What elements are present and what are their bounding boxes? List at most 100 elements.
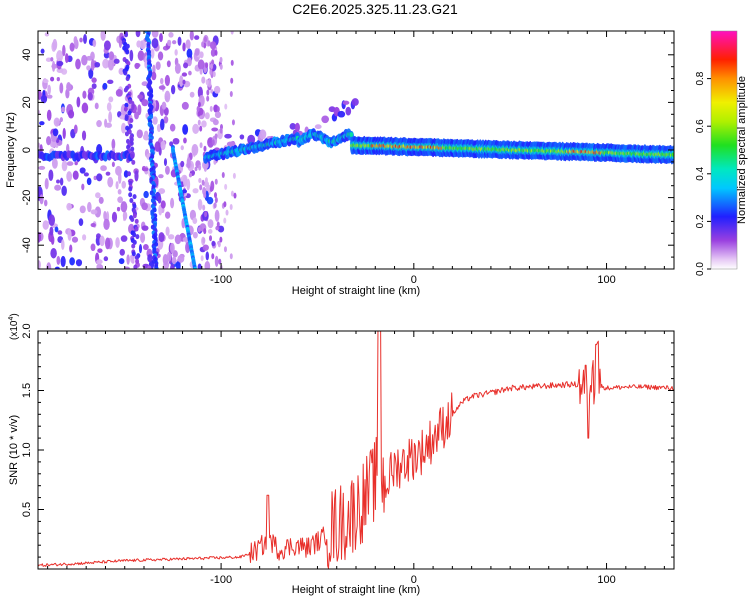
spectrogram-speckle (182, 175, 188, 188)
spectrogram-speckle (163, 116, 169, 124)
spectrogram-speckle (230, 59, 234, 66)
spectrogram-speckle (96, 173, 103, 182)
spectrogram-speckle (46, 136, 52, 146)
spectrogram-speckle (123, 266, 131, 269)
spectrogram-speckle (204, 177, 208, 184)
spectrogram-speckle (199, 68, 203, 75)
spectrogram-speckle (136, 40, 142, 48)
spectrogram-speckle (50, 57, 54, 62)
spectrogram-speckle (170, 263, 175, 269)
spectrogram-speckle (209, 63, 213, 70)
spectrogram-speckle (111, 161, 115, 168)
spectrogram-speckle (168, 31, 174, 38)
spectrogram-speckle (189, 91, 195, 98)
spectrogram-speckle (57, 230, 63, 235)
spectrogram-speckle (203, 165, 207, 172)
spectrogram-speckle (120, 235, 128, 242)
spectrogram-speckle (152, 64, 156, 74)
spectrogram-speckle (119, 115, 126, 120)
spectrogram-speckle (90, 222, 96, 228)
spectrogram-speckle (225, 209, 229, 216)
spectrogram-speckle (44, 177, 49, 190)
spectrogram-speckle (164, 74, 171, 87)
spectrogram-speckle (221, 172, 225, 179)
spectrogram-speckle (51, 158, 58, 169)
spectrogram-speckle (203, 145, 207, 152)
spectrogram-speckle (230, 77, 234, 84)
spectrogram-speckle (199, 142, 203, 149)
spectrogram-speckle (165, 226, 170, 236)
spectrogram-speckle (113, 58, 120, 64)
spectrogram-speckle (49, 226, 54, 236)
spectrogram-halo (259, 129, 267, 140)
spectrogram-streak (135, 234, 140, 240)
snr-series-line (38, 331, 674, 569)
spectrogram-speckle (188, 70, 192, 76)
spectrogram-speckle (38, 260, 41, 269)
spectrogram-speckle (211, 127, 219, 132)
spectrogram-speckle (151, 71, 157, 81)
spectrogram-speckle (52, 38, 58, 51)
spectrogram-streak (132, 239, 137, 245)
spectrogram-speckle (42, 220, 49, 230)
spectrogram-speckle (142, 244, 149, 251)
spectrogram-speckle (135, 31, 141, 38)
spectrogram-speckle (160, 140, 166, 151)
spectrogram-speckle (106, 102, 112, 112)
spectrogram-speckle (207, 138, 213, 143)
spectrogram-streak (135, 258, 140, 264)
spectrogram-speckle (87, 201, 92, 213)
spectrogram-speckle (192, 188, 199, 194)
spectrogram-speckle (111, 211, 118, 223)
spectrogram-speckle (105, 122, 112, 128)
spectrogram-speckle (81, 102, 89, 114)
spectrogram-xtick-label: -100 (210, 274, 232, 286)
spectrogram-ylabel: Frequency (Hz) (5, 112, 17, 188)
snr-ylabel: SNR (10 * v/v) (8, 415, 20, 485)
spectrogram-speckle (120, 201, 128, 213)
spectrogram-ytick-label: -40 (21, 237, 33, 253)
spectrogram-speckle (158, 232, 165, 243)
spectrogram-speckle (116, 206, 121, 212)
spectrogram-speckle (115, 237, 120, 249)
spectrogram-speckle (79, 37, 83, 43)
colorbar-tick-label: 0.0 (695, 262, 706, 276)
spectrogram-speckle (209, 69, 213, 76)
spectrogram-speckle (224, 103, 228, 110)
colorbar-tick-label: 0.4 (695, 166, 706, 180)
spectrogram-speckle (157, 51, 164, 61)
spectrogram-speckle (66, 171, 73, 182)
spectrogram-streak (129, 137, 134, 143)
spectrogram-speckle (198, 177, 202, 184)
spectrogram-speckle (214, 111, 222, 119)
spectrogram-speckle (90, 59, 95, 71)
spectrogram-tone-core (671, 152, 674, 157)
spectrogram-speckle (204, 112, 210, 120)
spectrogram-speckle (183, 137, 187, 144)
spectrogram-speckle (103, 40, 111, 51)
spectrogram-speckle (197, 110, 201, 117)
spectrogram-speckle (160, 200, 166, 209)
spectrogram-speckle (206, 95, 210, 102)
spectrogram-speckle (203, 36, 207, 43)
spectrogram-streak (125, 43, 130, 49)
spectrogram-speckle (118, 67, 125, 75)
spectrogram-speckle (59, 82, 64, 94)
spectrogram-speckle (181, 101, 189, 110)
spectrogram-streak (128, 98, 133, 104)
spectrogram-speckle (107, 58, 115, 71)
spectrogram-speckle (217, 241, 221, 248)
colorbar-tick-label: 0.2 (695, 214, 706, 228)
spectrogram-speckle (136, 129, 143, 139)
spectrogram-speckle (137, 94, 144, 100)
spectrogram-speckle (229, 203, 233, 210)
spectrogram-speckle (192, 123, 200, 135)
spectrogram-speckle (115, 88, 123, 97)
spectrogram-speckle (197, 59, 205, 70)
snr-ytick-label: 2.0 (21, 323, 33, 338)
spectrogram-speckle (180, 145, 184, 151)
spectrogram-speckle (202, 244, 209, 251)
spectrogram-ytick-label: 0 (21, 147, 33, 153)
spectrogram-streak (132, 213, 137, 219)
